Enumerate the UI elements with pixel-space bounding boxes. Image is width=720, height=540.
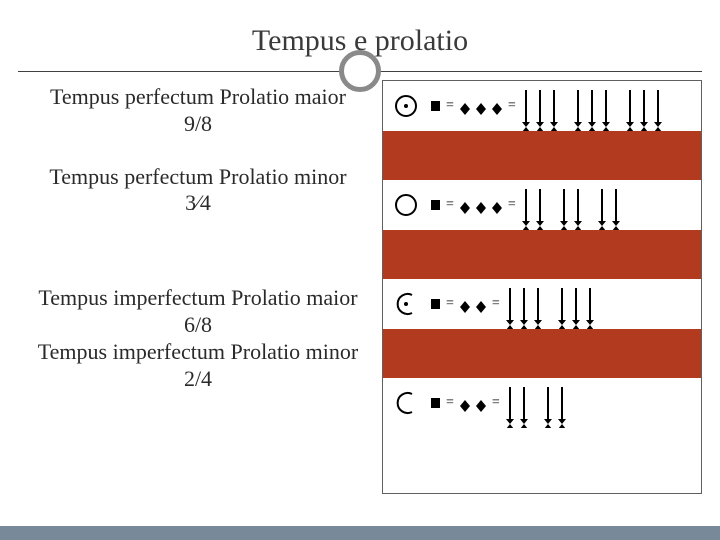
minim-group [522, 189, 630, 221]
semibreve-icon [476, 301, 486, 307]
minim-icon [523, 387, 525, 419]
equals-icon: = [446, 197, 454, 213]
label-item: Tempus perfectum Prolatio minor 3⁄4 [18, 164, 378, 218]
minim-icon [577, 189, 579, 221]
notation-row: == [383, 279, 701, 329]
circle-icon [393, 192, 419, 218]
minim-icon [605, 90, 607, 122]
label-item: Tempus perfectum Prolatio maior 9/8 [18, 84, 378, 138]
equals-icon: = [492, 395, 500, 411]
minim-icon [523, 288, 525, 320]
breve-icon [431, 299, 440, 309]
slide: Tempus e prolatio Tempus perfectum Prola… [0, 0, 720, 540]
red-separator [383, 230, 701, 279]
label-sig: 9/8 [18, 111, 378, 138]
diagram-tail [383, 428, 701, 494]
semibreve-icon [476, 103, 486, 109]
minim-icon [537, 288, 539, 320]
equals-icon: = [446, 395, 454, 411]
semibreve-icon [460, 202, 470, 208]
bottom-bar [0, 526, 720, 540]
label-sig: 2/4 [18, 366, 378, 393]
minim-icon [525, 189, 527, 221]
minim-subgroup [522, 90, 558, 122]
minim-icon [509, 387, 511, 419]
minim-icon [575, 288, 577, 320]
semibreve-group [460, 202, 502, 208]
minim-icon [643, 90, 645, 122]
semibreve-icon [476, 202, 486, 208]
notation-row: == [383, 378, 701, 428]
semibreve-group [460, 400, 486, 406]
content-area: Tempus perfectum Prolatio maior 9/8 Temp… [18, 82, 702, 500]
semibreve-icon [476, 400, 486, 406]
minim-group [506, 288, 604, 320]
minim-icon [561, 387, 563, 419]
minim-subgroup [560, 189, 582, 221]
label-sig: 6/8 [18, 312, 378, 339]
semibreve-icon [492, 103, 502, 109]
red-separator [383, 131, 701, 180]
equals-icon: = [508, 98, 516, 114]
minim-icon [553, 90, 555, 122]
minim-icon [657, 90, 659, 122]
semibreve-icon [492, 202, 502, 208]
equals-icon: = [446, 296, 454, 312]
notation-row: == [383, 180, 701, 230]
minim-group [522, 90, 672, 122]
title-area: Tempus e prolatio [18, 10, 702, 82]
minim-icon [577, 90, 579, 122]
label-name: Tempus imperfectum Prolatio minor [38, 339, 358, 364]
notation-row: == [383, 81, 701, 131]
circle-dot-icon [393, 93, 419, 119]
minim-icon [539, 90, 541, 122]
label-sig: 3⁄4 [18, 190, 378, 217]
minim-subgroup [544, 387, 566, 419]
label-name: Tempus perfectum Prolatio minor [49, 164, 346, 189]
minim-subgroup [506, 288, 542, 320]
minim-icon [561, 288, 563, 320]
breve-icon [431, 398, 440, 408]
equals-icon: = [508, 197, 516, 213]
halfc-dot-icon [393, 291, 419, 317]
breve-icon [431, 200, 440, 210]
minim-icon [589, 288, 591, 320]
semibreve-group [460, 103, 502, 109]
minim-icon [629, 90, 631, 122]
semibreve-icon [460, 400, 470, 406]
semibreve-group [460, 301, 486, 307]
semibreve-icon [460, 103, 470, 109]
minim-icon [539, 189, 541, 221]
label-item: Tempus imperfectum Prolatio maior 6/8 [18, 285, 378, 339]
minim-subgroup [574, 90, 610, 122]
halfc-icon [393, 390, 419, 416]
minim-icon [525, 90, 527, 122]
minim-group [506, 387, 576, 419]
minim-icon [601, 189, 603, 221]
breve-icon [431, 101, 440, 111]
label-name: Tempus imperfectum Prolatio maior [38, 285, 357, 310]
semibreve-icon [460, 301, 470, 307]
minim-subgroup [626, 90, 662, 122]
minim-subgroup [598, 189, 620, 221]
label-name: Tempus perfectum Prolatio maior [50, 84, 346, 109]
minim-icon [615, 189, 617, 221]
minim-subgroup [506, 387, 528, 419]
minim-subgroup [522, 189, 544, 221]
minim-icon [591, 90, 593, 122]
equals-icon: = [492, 296, 500, 312]
minim-icon [563, 189, 565, 221]
labels-column: Tempus perfectum Prolatio maior 9/8 Temp… [18, 82, 378, 500]
minim-subgroup [558, 288, 594, 320]
equals-icon: = [446, 98, 454, 114]
label-item: Tempus imperfectum Prolatio minor 2/4 [18, 339, 378, 393]
notation-diagram: ======== [382, 80, 702, 494]
red-separator [383, 329, 701, 378]
minim-icon [509, 288, 511, 320]
circle-decoration-icon [339, 50, 381, 92]
minim-icon [547, 387, 549, 419]
